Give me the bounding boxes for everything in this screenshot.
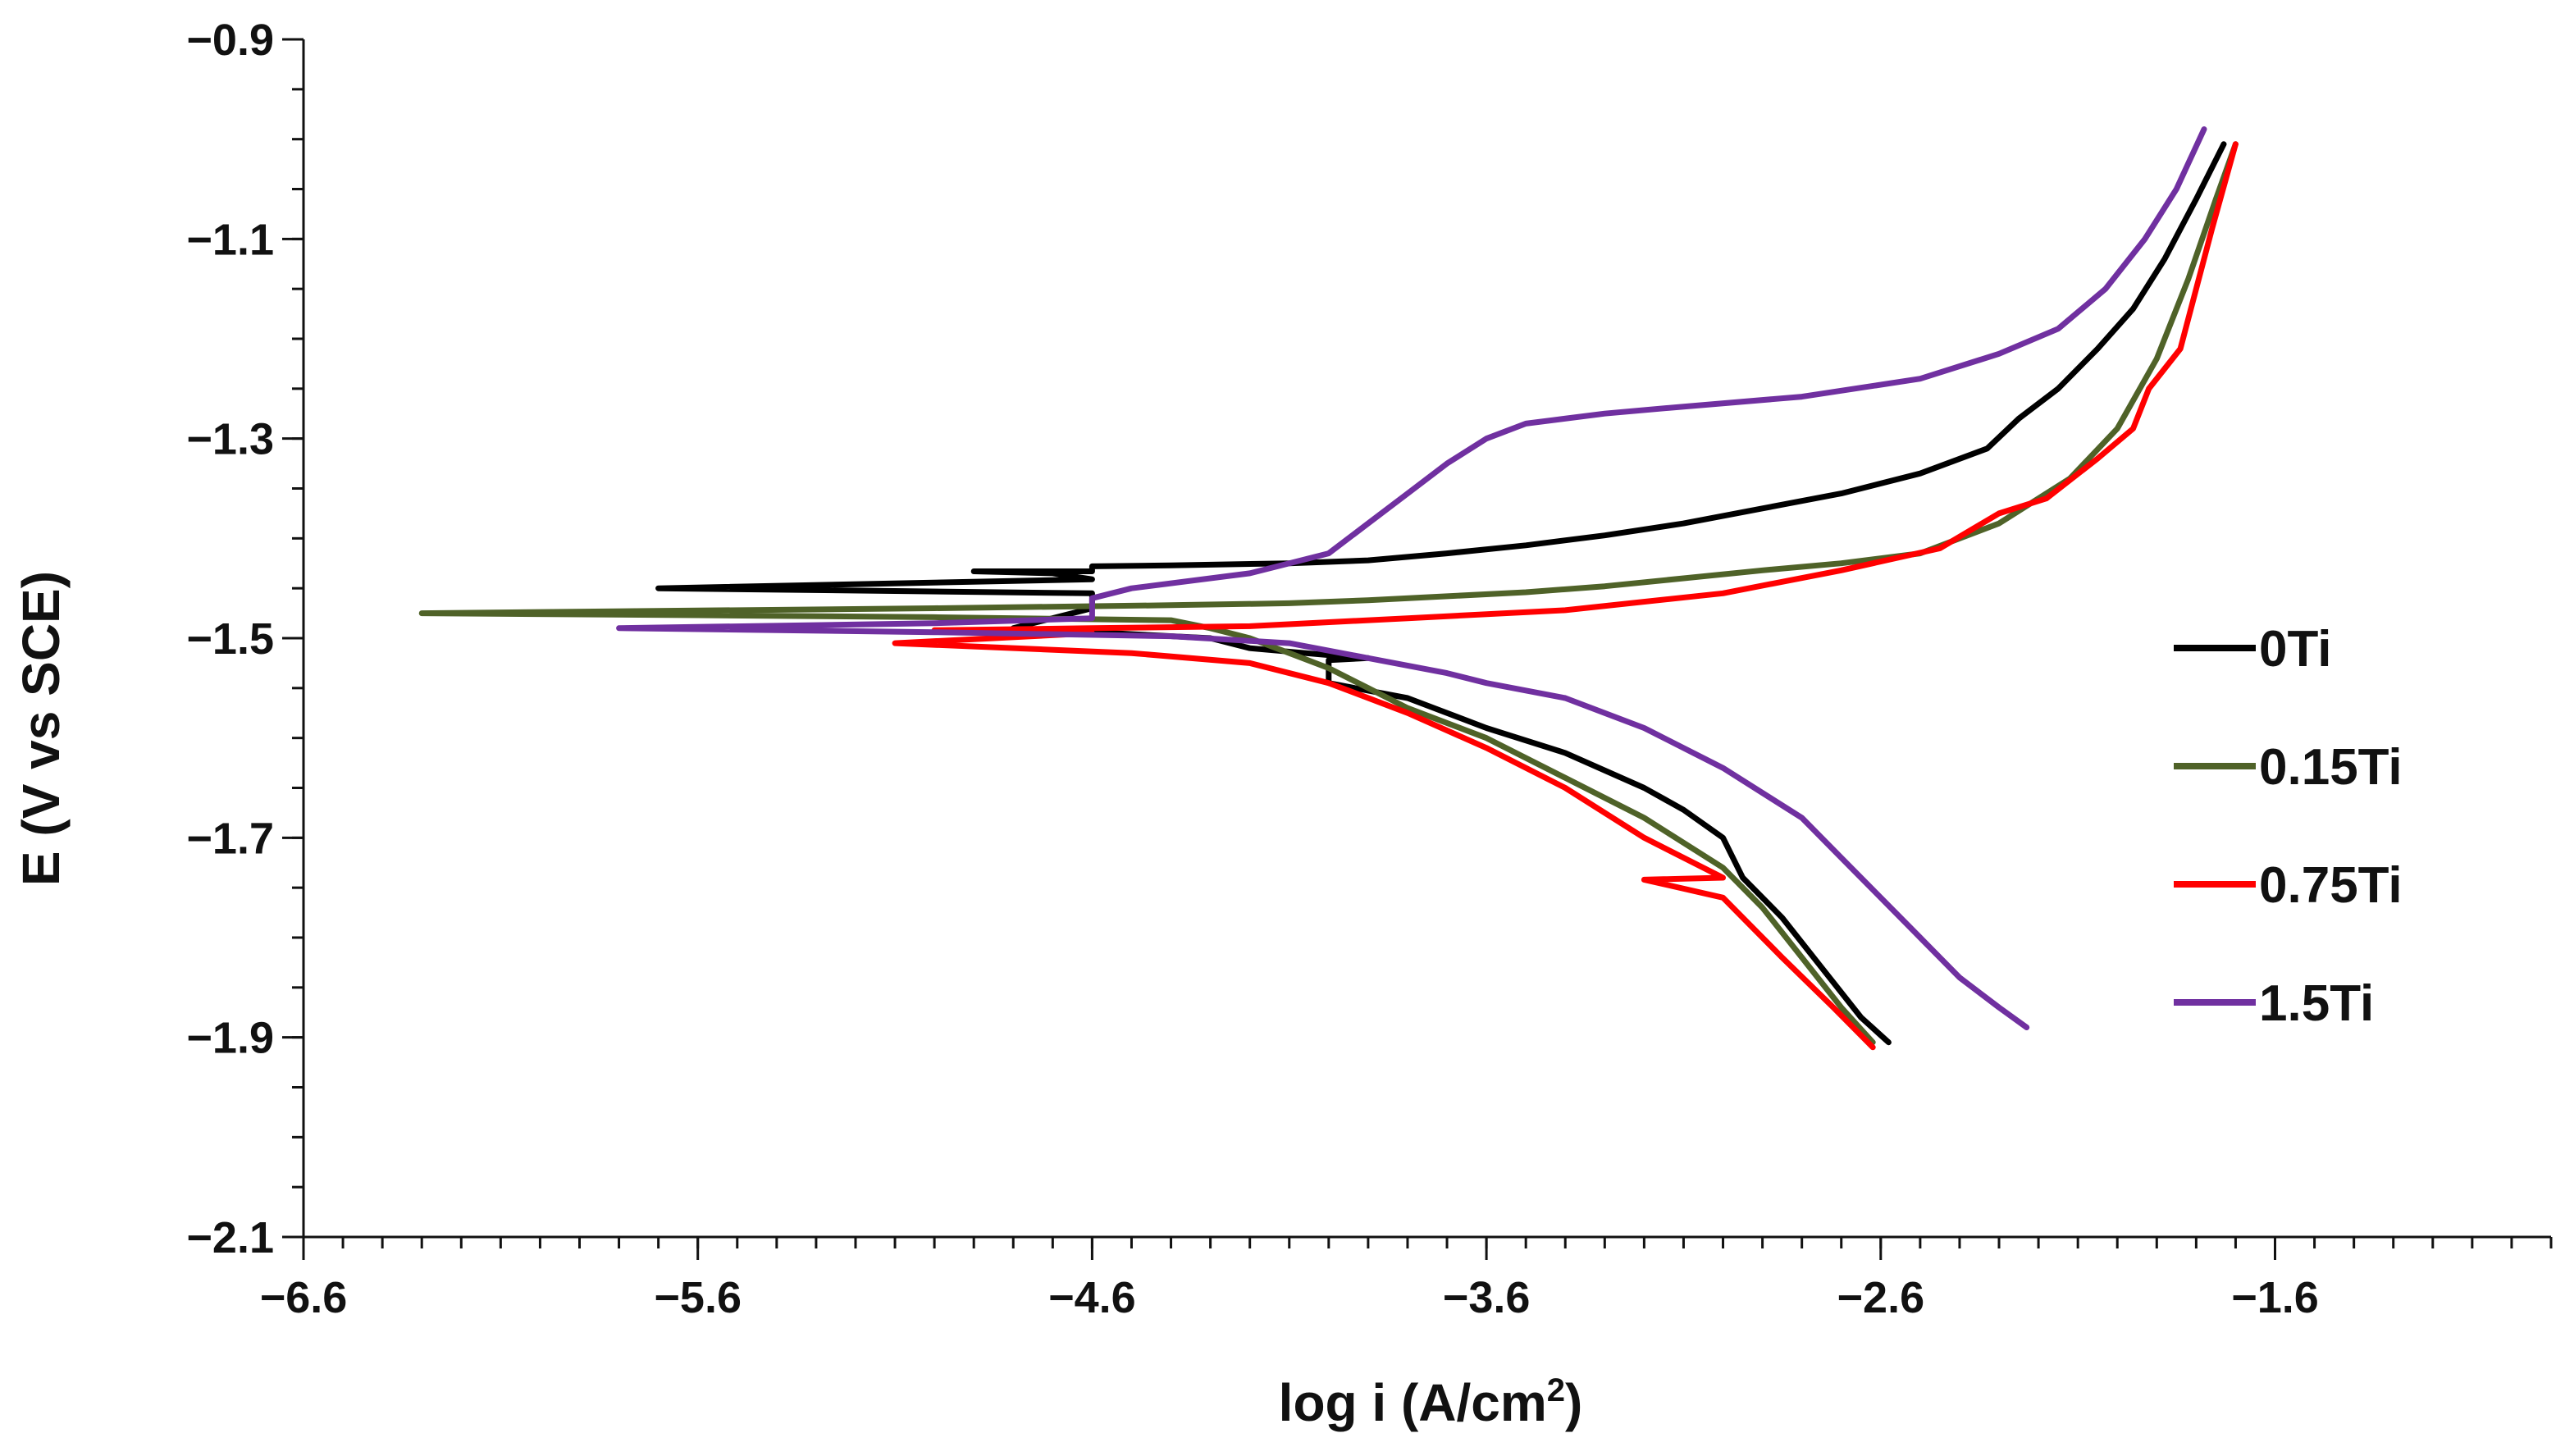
legend: 0Ti 0.15Ti 0.75Ti 1.5Ti: [2174, 621, 2403, 1032]
series-lines: [418, 126, 2239, 1051]
x-axis-title-close: ): [1565, 1373, 1582, 1432]
legend-item: 0.15Ti: [2174, 739, 2403, 796]
x-axis-title-main: log i (A/cm: [1279, 1373, 1547, 1432]
x-tick-label: −3.6: [1443, 1273, 1531, 1322]
y-tick-label: −0.9: [186, 16, 274, 65]
legend-item: 0Ti: [2174, 621, 2331, 678]
y-tick-label: −1.1: [186, 215, 274, 264]
y-tick-label: −1.7: [186, 814, 274, 863]
legend-label: 1.5Ti: [2259, 975, 2374, 1032]
legend-label: 0Ti: [2259, 621, 2331, 678]
legend-label: 0.15Ti: [2259, 739, 2403, 796]
x-tick-label: −1.6: [2231, 1273, 2319, 1322]
x-ticks: −6.6 −5.6 −4.6 −3.6 −2.6 −1.6: [260, 1237, 2553, 1322]
x-axis-title: log i (A/cm2): [1279, 1372, 1583, 1432]
x-tick-label: −4.6: [1048, 1273, 1136, 1322]
x-axis-title-sup: 2: [1547, 1372, 1565, 1408]
y-tick-label: −1.5: [186, 614, 274, 664]
y-tick-label: −1.9: [186, 1014, 274, 1063]
y-axis-title: E (V vs SCE): [11, 571, 71, 886]
x-tick-label: −2.6: [1837, 1273, 1925, 1322]
y-ticks: −0.9 −1.1 −1.3 −1.5 −1.7 −1.9 −2.1: [186, 16, 304, 1262]
legend-item: 1.5Ti: [2174, 975, 2374, 1032]
axes: −6.6 −5.6 −4.6 −3.6 −2.6 −1.6 −0.9 −1.1 −1.3 −1.…: [186, 16, 2553, 1322]
legend-label: 0.75Ti: [2259, 857, 2403, 914]
series-line-0ti: [655, 141, 2227, 1046]
x-tick-label: −6.6: [260, 1273, 348, 1322]
x-tick-label: −5.6: [654, 1273, 742, 1322]
series-line-0-15ti: [418, 141, 2239, 1046]
series-line-1-5ti: [616, 126, 2207, 1030]
y-tick-label: −1.3: [186, 415, 274, 464]
y-tick-label: −2.1: [186, 1213, 274, 1262]
legend-item: 0.75Ti: [2174, 857, 2403, 914]
